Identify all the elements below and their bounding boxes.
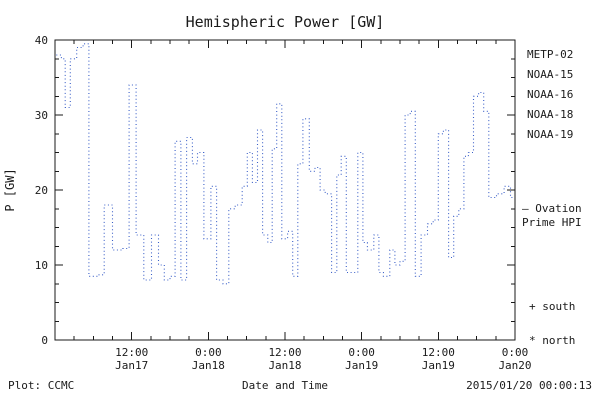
x-tick-date-label: Jan17 [115, 359, 148, 372]
legend-noaa-18: NOAA-18 [527, 108, 573, 121]
ovation-label-line1: – Ovation [522, 202, 582, 215]
x-tick-time-label: 12:00 [422, 346, 455, 359]
x-tick-time-label: 0:00 [195, 346, 222, 359]
plot-timestamp: 2015/01/20 00:00:13 [466, 379, 592, 392]
data-series [56, 43, 515, 285]
x-tick-time-label: 0:00 [348, 346, 375, 359]
ovation-annotation: – Ovation Prime HPI [522, 202, 582, 229]
north-symbol-key: * north [529, 334, 575, 347]
ovation-label-line2: Prime HPI [522, 216, 582, 229]
x-tick-date-label: Jan18 [268, 359, 301, 372]
legend-noaa-15: NOAA-15 [527, 68, 573, 81]
chart-title: Hemispheric Power [GW] [186, 13, 385, 31]
south-symbol-key: + south [529, 300, 575, 313]
series-noaa-15 [56, 43, 515, 285]
x-tick-time-label: 0:00 [502, 346, 529, 359]
plot-frame [54, 39, 516, 341]
x-axis-label: Date and Time [242, 379, 328, 392]
legend-noaa-19: NOAA-19 [527, 128, 573, 141]
plot-credit: Plot: CCMC [8, 379, 74, 392]
legend-metp-02: METP-02 [527, 48, 573, 61]
axis-ticks: 12:00Jan170:00Jan1812:00Jan180:00Jan1912… [35, 34, 532, 372]
legend: METP-02 NOAA-15 NOAA-16 NOAA-18 NOAA-19 [527, 48, 573, 141]
x-tick-time-label: 12:00 [268, 346, 301, 359]
x-tick-date-label: Jan20 [498, 359, 531, 372]
x-tick-date-label: Jan19 [422, 359, 455, 372]
y-tick-label: 20 [35, 184, 48, 197]
y-tick-label: 40 [35, 34, 48, 47]
x-tick-date-label: Jan18 [192, 359, 225, 372]
y-tick-label: 30 [35, 109, 48, 122]
legend-noaa-16: NOAA-16 [527, 88, 573, 101]
x-tick-time-label: 12:00 [115, 346, 148, 359]
y-tick-label: 0 [41, 334, 48, 347]
y-axis-label: P [GW] [3, 168, 17, 211]
y-tick-label: 10 [35, 259, 48, 272]
x-tick-date-label: Jan19 [345, 359, 378, 372]
